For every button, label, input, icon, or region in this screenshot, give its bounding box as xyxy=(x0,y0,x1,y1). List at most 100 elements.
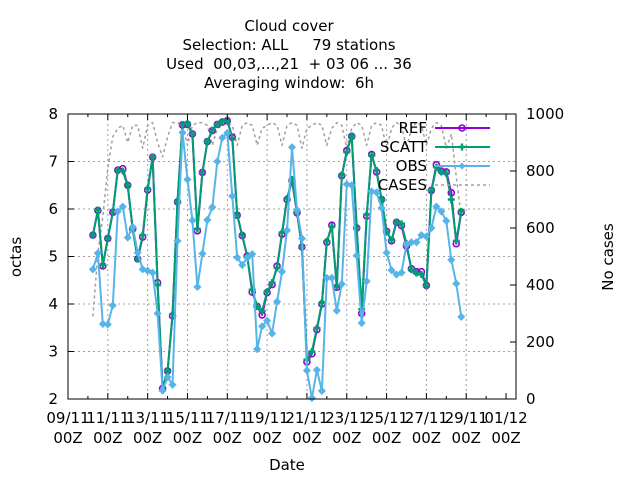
series-layer xyxy=(88,116,466,403)
point-scatt xyxy=(263,288,271,296)
point-obs xyxy=(88,265,97,274)
x-tick-label: 09/11 00Z xyxy=(46,409,89,447)
point-scatt xyxy=(238,231,246,239)
x-tick-label-line: 00Z xyxy=(372,429,401,447)
y2-tick-label: 1000 xyxy=(526,105,564,123)
point-scatt xyxy=(398,220,406,228)
point-obs xyxy=(287,143,297,152)
point-scatt xyxy=(348,132,356,140)
y2-tick-label: 0 xyxy=(526,390,536,408)
x-tick-label: 17/11 00Z xyxy=(206,409,249,447)
x-tick-label-line: 21/11 xyxy=(285,409,328,427)
y2-tick-label: 400 xyxy=(526,276,555,294)
x-tick-label: 13/11 00Z xyxy=(126,409,169,447)
point-scatt xyxy=(318,299,326,307)
point-scatt xyxy=(208,126,216,134)
point-scatt xyxy=(437,168,445,176)
point-scatt xyxy=(119,167,127,175)
point-scatt xyxy=(273,264,281,272)
x-tick-label: 25/11 00Z xyxy=(365,409,408,447)
point-obs xyxy=(337,279,346,289)
point-obs xyxy=(342,180,351,189)
x-tick-label-line: 01/12 xyxy=(484,409,527,427)
point-obs xyxy=(178,128,187,137)
x-tick-label-line: 00Z xyxy=(332,429,361,447)
y2-tick-label: 200 xyxy=(526,333,555,351)
y2-tick-label: 800 xyxy=(526,162,555,180)
legend-label-cases: CASES xyxy=(378,176,427,194)
point-obs xyxy=(173,236,182,245)
chart-title-line-1: Cloud cover xyxy=(244,17,334,35)
point-scatt xyxy=(89,231,97,239)
point-scatt xyxy=(188,130,196,138)
point-scatt xyxy=(99,261,107,269)
point-scatt xyxy=(124,182,132,190)
x-tick-label-line: 00Z xyxy=(252,429,281,447)
point-obs xyxy=(452,279,461,288)
point-obs xyxy=(387,266,396,275)
legend-marker-scatt xyxy=(458,143,466,151)
point-obs xyxy=(422,232,431,241)
point-obs xyxy=(208,203,217,212)
point-scatt xyxy=(218,118,226,126)
point-obs xyxy=(372,188,381,197)
point-obs xyxy=(268,329,277,338)
x-tick-label-line: 15/11 xyxy=(166,409,209,427)
x-tick-label-line: 13/11 xyxy=(126,409,169,427)
point-scatt xyxy=(432,163,440,171)
point-scatt xyxy=(338,171,346,179)
point-scatt xyxy=(412,269,420,277)
point-scatt xyxy=(452,237,460,245)
point-obs xyxy=(258,322,267,331)
point-obs xyxy=(352,251,361,260)
point-scatt xyxy=(457,207,465,215)
x-tick-label: 27/11 00Z xyxy=(405,409,448,447)
x-tick-label-line: 19/11 xyxy=(245,409,288,427)
point-obs xyxy=(332,306,341,315)
point-scatt xyxy=(308,348,316,355)
x-tick-label-line: 00Z xyxy=(491,429,520,447)
y-tick-label: 5 xyxy=(48,248,58,266)
point-obs xyxy=(382,248,391,257)
point-scatt xyxy=(442,169,450,177)
y2-axis-label: No cases xyxy=(599,223,617,291)
point-obs xyxy=(307,393,316,403)
point-obs xyxy=(138,265,147,274)
legend-marker-ref xyxy=(458,124,466,132)
legend-marker-obs xyxy=(458,162,466,170)
point-obs xyxy=(248,250,257,259)
point-scatt xyxy=(278,229,286,237)
point-obs xyxy=(432,202,441,211)
point-scatt xyxy=(373,167,381,175)
point-scatt xyxy=(228,134,236,142)
point-obs xyxy=(357,318,366,328)
point-obs xyxy=(362,277,371,286)
point-scatt xyxy=(368,151,376,159)
point-obs xyxy=(312,365,321,375)
x-tick-label-line: 09/11 xyxy=(46,409,89,427)
x-tick-label: 15/11 00Z xyxy=(166,409,209,447)
point-scatt xyxy=(343,148,351,156)
legend-label-ref: REF xyxy=(398,119,427,137)
point-obs xyxy=(213,157,222,166)
point-scatt xyxy=(213,120,221,128)
point-obs xyxy=(277,267,287,276)
point-scatt xyxy=(233,211,241,219)
point-scatt xyxy=(417,271,425,279)
point-obs xyxy=(163,373,172,382)
x-tick-label-line: 00Z xyxy=(452,429,481,447)
chart-title-line-4: Averaging window: 6h xyxy=(203,74,375,92)
point-scatt xyxy=(333,283,341,291)
point-obs xyxy=(297,234,307,243)
point-obs xyxy=(188,216,197,225)
point-scatt xyxy=(363,211,371,219)
point-obs xyxy=(153,309,162,318)
point-scatt xyxy=(104,234,112,242)
point-obs xyxy=(123,233,132,242)
x-tick-label-line: 29/11 xyxy=(445,409,488,427)
point-obs xyxy=(412,238,421,247)
point-scatt xyxy=(328,223,336,231)
point-obs xyxy=(273,297,282,306)
